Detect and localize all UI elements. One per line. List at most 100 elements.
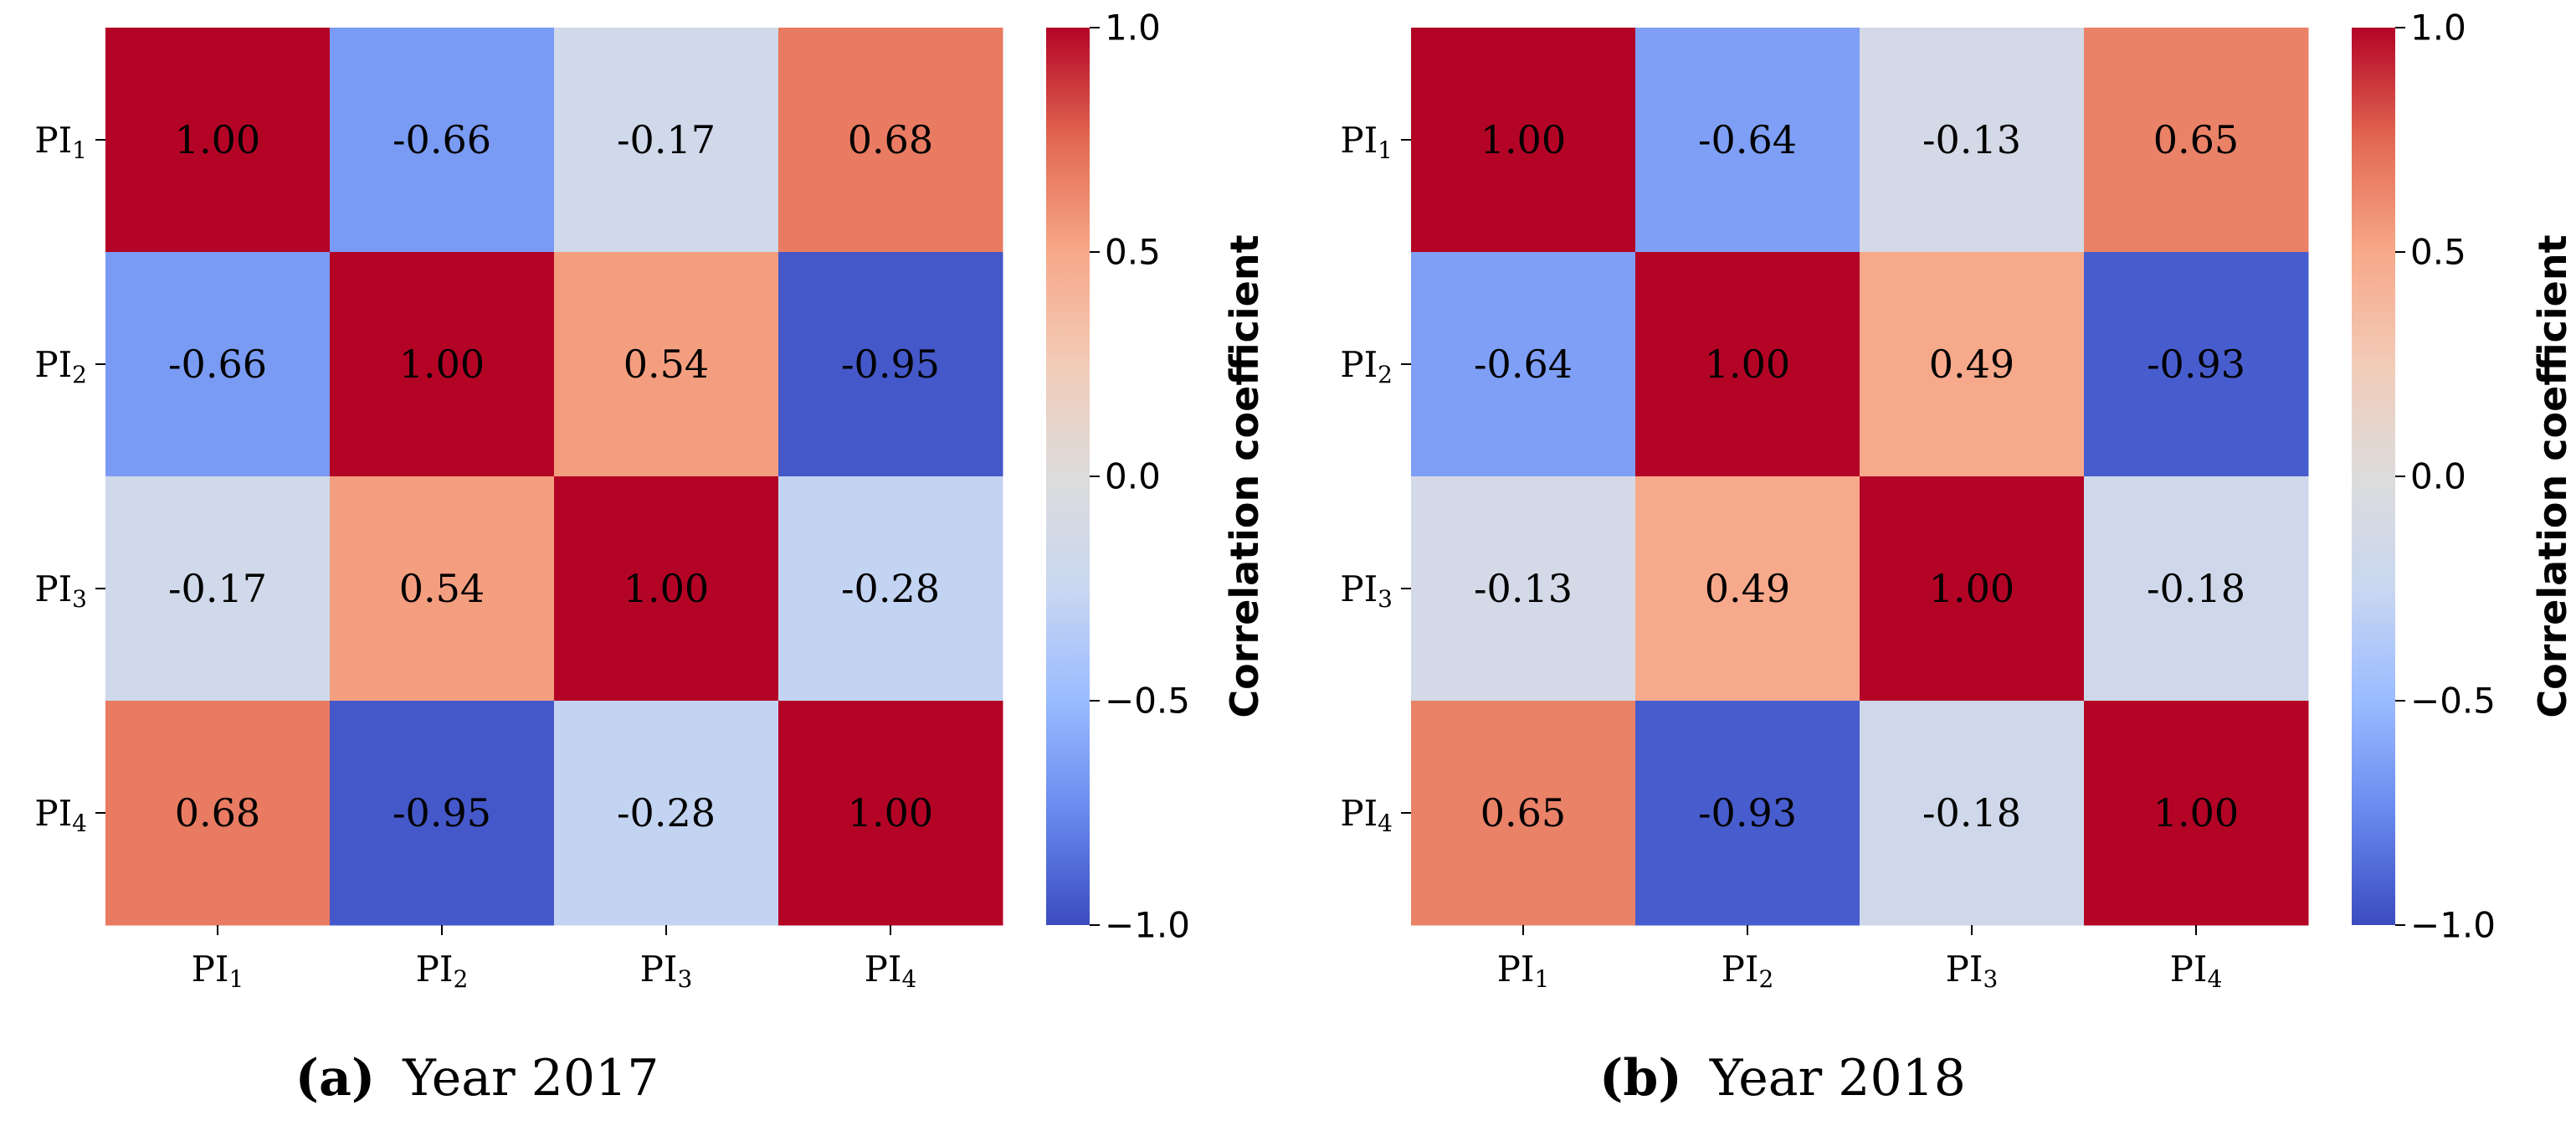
cell-value-label: 0.65 bbox=[2153, 117, 2239, 162]
heatmap-cell-r2-c3 bbox=[1860, 252, 2085, 477]
cell-value-label: -0.93 bbox=[1698, 790, 1797, 836]
x-tick-label: PI4 bbox=[865, 949, 917, 993]
x-tick-label: PI1 bbox=[1497, 949, 1550, 993]
colorbar-tick-label: 1.0 bbox=[2410, 8, 2466, 49]
tick-label-subscript: 4 bbox=[72, 810, 87, 837]
y-tick-label: PI1 bbox=[1340, 120, 1393, 164]
heatmap-cell-r1-c2 bbox=[330, 28, 555, 253]
panel-caption: (b) Year 2018 bbox=[1599, 1049, 1966, 1108]
tick-label-base: PI bbox=[1722, 949, 1759, 990]
heatmap-cell-r2-c2 bbox=[1635, 252, 1860, 477]
tick-label-base: PI bbox=[34, 120, 72, 161]
cell-value-label: -0.66 bbox=[168, 342, 267, 387]
x-tick-label: PI3 bbox=[640, 949, 693, 993]
panel-caption-text: Year 2018 bbox=[1709, 1049, 1966, 1108]
y-tick-label: PI3 bbox=[34, 568, 87, 613]
tick-label-subscript: 1 bbox=[229, 965, 244, 993]
colorbar: 1.0 0.5 0.0 −0.5 −1.0 Correlation coefficient bbox=[1046, 8, 1267, 946]
cell-value-label: 0.54 bbox=[623, 342, 709, 387]
panel-caption: (a) Year 2017 bbox=[295, 1049, 659, 1108]
tick-label-base: PI bbox=[2170, 949, 2208, 990]
tick-label-base: PI bbox=[192, 949, 229, 990]
cell-value-label: -0.17 bbox=[617, 117, 716, 162]
tick-label-base: PI bbox=[416, 949, 454, 990]
heatmap-cell-r1-c3 bbox=[1860, 28, 2085, 253]
heatmap-cell-r2-c1 bbox=[1411, 252, 1636, 477]
tick-label-subscript: 2 bbox=[454, 965, 469, 993]
colorbar-tick-label: −0.5 bbox=[1105, 681, 1190, 722]
heatmap-cell-r3-c1 bbox=[105, 476, 331, 702]
colorbar-tick-label: −1.0 bbox=[2410, 905, 2496, 946]
panel-caption-text: Year 2017 bbox=[402, 1049, 659, 1108]
cell-value-label: 1.00 bbox=[623, 566, 709, 611]
colorbar-gradient bbox=[2352, 28, 2395, 925]
y-tick-label: PI4 bbox=[34, 793, 87, 837]
cell-value-label: -0.95 bbox=[841, 342, 940, 387]
cell-value-label: -0.93 bbox=[2147, 342, 2245, 387]
heatmap-cell-r2-c4 bbox=[2084, 252, 2309, 477]
colorbar-tick-label: 0.0 bbox=[2410, 456, 2466, 497]
x-tick-label: PI3 bbox=[1946, 949, 1999, 993]
y-tick-label: PI4 bbox=[1340, 793, 1393, 837]
cell-value-label: 1.00 bbox=[1480, 117, 1566, 162]
tick-label-subscript: 4 bbox=[902, 965, 917, 993]
heatmap-cells: 1.00 -0.66 -0.17 0.68 -0.66 1.00 0.54 -0.95 -0.1… bbox=[105, 28, 1003, 926]
tick-label-subscript: 1 bbox=[72, 136, 87, 164]
tick-label-subscript: 2 bbox=[1759, 965, 1774, 993]
panel-letter: (a) bbox=[295, 1049, 376, 1108]
cell-value-label: -0.66 bbox=[393, 117, 491, 162]
x-tick-label: PI2 bbox=[416, 949, 469, 993]
colorbar-tick-label: −0.5 bbox=[2410, 681, 2496, 722]
cell-value-label: 1.00 bbox=[1929, 566, 2014, 611]
heatmap-cell-r1-c3 bbox=[554, 28, 779, 253]
tick-label-base: PI bbox=[1340, 793, 1378, 834]
heatmap-cell-r2-c3 bbox=[554, 252, 779, 477]
heatmap-cell-r2-c4 bbox=[778, 252, 1003, 477]
tick-label-subscript: 3 bbox=[72, 585, 87, 613]
colorbar-tick-label: −1.0 bbox=[1105, 905, 1190, 946]
cell-value-label: 1.00 bbox=[1705, 342, 1790, 387]
cell-value-label: 0.68 bbox=[175, 790, 260, 836]
y-tick-label: PI1 bbox=[34, 120, 87, 164]
x-axis-ticks: PI1 PI2 PI3 PI4 bbox=[1497, 925, 2223, 993]
cell-value-label: -0.28 bbox=[841, 566, 940, 611]
heatmap-cell-r3-c2 bbox=[330, 476, 555, 702]
heatmap-cells: 1.00 -0.64 -0.13 0.65 -0.64 1.00 0.49 -0.93 -0.1… bbox=[1411, 28, 2309, 926]
tick-label-base: PI bbox=[34, 344, 72, 385]
tick-label-subscript: 4 bbox=[2208, 965, 2223, 993]
cell-value-label: -0.13 bbox=[1474, 566, 1573, 611]
heatmap-cell-r2-c1 bbox=[105, 252, 331, 477]
x-tick-label: PI4 bbox=[2170, 949, 2223, 993]
heatmap-cell-r1-c1 bbox=[105, 28, 331, 253]
tick-label-base: PI bbox=[1946, 949, 1983, 990]
cell-value-label: 0.68 bbox=[848, 117, 933, 162]
heatmap-cell-r4-c4 bbox=[2084, 701, 2309, 926]
heatmap-cell-r1-c1 bbox=[1411, 28, 1636, 253]
tick-label-base: PI bbox=[640, 949, 678, 990]
cell-value-label: 0.65 bbox=[1480, 790, 1566, 836]
heatmap-cell-r4-c1 bbox=[105, 701, 331, 926]
cell-value-label: 0.49 bbox=[1929, 342, 2014, 387]
cell-value-label: -0.18 bbox=[1922, 790, 2021, 836]
tick-label-subscript: 4 bbox=[1378, 810, 1393, 837]
tick-label-subscript: 1 bbox=[1378, 136, 1393, 164]
tick-label-subscript: 3 bbox=[1983, 965, 1999, 993]
heatmap-cell-r2-c2 bbox=[330, 252, 555, 477]
tick-label-base: PI bbox=[1340, 344, 1378, 385]
heatmap-cell-r3-c1 bbox=[1411, 476, 1636, 702]
colorbar-tick-label: 0.0 bbox=[1105, 456, 1161, 497]
tick-label-subscript: 3 bbox=[678, 965, 693, 993]
tick-label-subscript: 2 bbox=[1378, 361, 1393, 388]
heatmap-cell-r1-c4 bbox=[2084, 28, 2309, 253]
heatmap-cell-r4-c2 bbox=[330, 701, 555, 926]
heatmap-cell-r1-c2 bbox=[1635, 28, 1860, 253]
heatmap-cell-r4-c1 bbox=[1411, 701, 1636, 926]
cell-value-label: 0.49 bbox=[1705, 566, 1790, 611]
cell-value-label: 1.00 bbox=[848, 790, 933, 836]
cell-value-label: 1.00 bbox=[175, 117, 260, 162]
cell-value-label: -0.95 bbox=[393, 790, 491, 836]
tick-label-base: PI bbox=[865, 949, 902, 990]
cell-value-label: -0.64 bbox=[1474, 342, 1573, 387]
